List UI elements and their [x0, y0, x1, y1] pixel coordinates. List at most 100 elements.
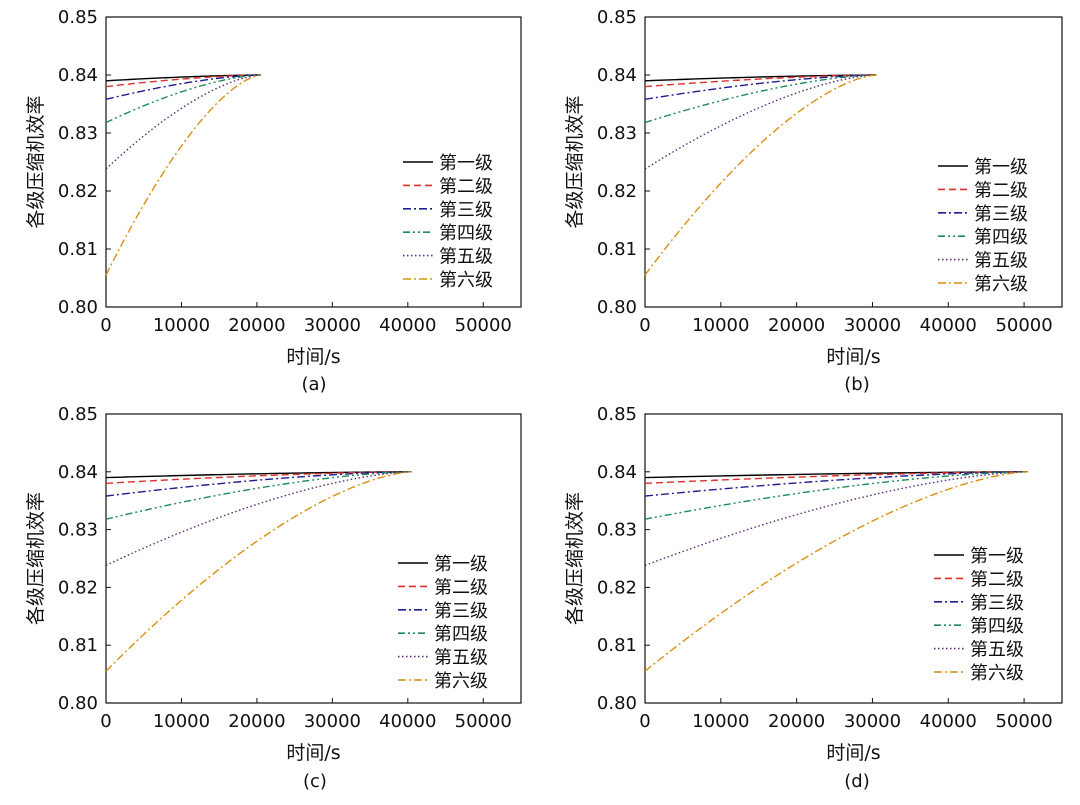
y-tick-label: 0.83: [58, 123, 98, 144]
legend-label: 第三级: [439, 200, 493, 221]
legend-label: 第五级: [439, 247, 493, 268]
x-tick-label: 40000: [379, 315, 436, 336]
y-tick-label: 0.84: [597, 462, 637, 483]
y-tick-label: 0.83: [597, 123, 637, 144]
plot-frame: [644, 413, 1063, 704]
x-tick-label: 10000: [153, 315, 210, 336]
y-tick-label: 0.81: [58, 239, 98, 260]
series-line: [105, 471, 412, 567]
legend-label: 第二级: [974, 180, 1028, 201]
x-tick-label: 20000: [768, 315, 825, 336]
y-tick-label: 0.83: [597, 520, 637, 541]
legend-label: 第四级: [439, 223, 493, 244]
x-tick-label: 50000: [455, 711, 512, 732]
series-line: [105, 74, 261, 124]
y-tick-label: 0.85: [597, 7, 637, 28]
legend-label: 第一级: [439, 153, 493, 174]
plot-frame: [105, 413, 522, 704]
legend-label: 第五级: [434, 648, 488, 669]
series-line: [105, 471, 412, 672]
y-tick-label: 0.85: [597, 404, 637, 425]
legend-label: 第三级: [974, 204, 1028, 225]
y-tick-label: 0.84: [58, 65, 98, 86]
legend-label: 第四级: [970, 616, 1024, 637]
y-axis-label: 各级压缩机效率: [25, 95, 47, 228]
panel-caption: (a): [301, 374, 326, 395]
series-line: [644, 471, 1028, 497]
series-line: [105, 74, 261, 82]
series-line: [105, 471, 412, 497]
chart-panel: 0 10000 20000 30000 40000 50000 0.80 0.81 0.82 0.…: [25, 404, 522, 792]
y-axis-label: 各级压缩机效率: [564, 492, 586, 625]
plot-frame: [105, 16, 522, 308]
series-line: [644, 471, 1028, 567]
x-axis-label: 时间/s: [826, 742, 880, 764]
x-tick-label: 50000: [995, 711, 1052, 732]
series-line: [105, 74, 261, 170]
x-tick-label: 20000: [228, 315, 285, 336]
y-tick-label: 0.81: [597, 239, 637, 260]
x-tick-label: 40000: [920, 711, 977, 732]
y-tick-label: 0.84: [597, 65, 637, 86]
legend-label: 第六级: [970, 663, 1024, 684]
x-axis-label: 时间/s: [286, 742, 340, 764]
series-line: [644, 471, 1028, 520]
y-tick-label: 0.81: [58, 635, 98, 656]
x-tick-label: 20000: [768, 711, 825, 732]
chart-panel: 0 10000 20000 30000 40000 50000 0.80 0.81 0.82 0.…: [25, 7, 522, 395]
x-axis-label: 时间/s: [286, 346, 340, 368]
series-line: [644, 471, 1028, 485]
legend-label: 第五级: [970, 640, 1024, 661]
x-tick-label: 0: [639, 711, 650, 732]
x-tick-label: 10000: [692, 711, 749, 732]
y-tick-label: 0.80: [58, 693, 98, 714]
x-axis-label: 时间/s: [826, 346, 880, 368]
y-tick-label: 0.82: [597, 181, 637, 202]
legend-label: 第一级: [970, 546, 1024, 567]
x-tick-label: 10000: [692, 315, 749, 336]
legend-label: 第二级: [439, 176, 493, 197]
series-line: [105, 74, 261, 88]
x-tick-label: 50000: [995, 315, 1052, 336]
series-line: [644, 471, 1028, 672]
x-tick-label: 30000: [844, 711, 901, 732]
legend-label: 第一级: [434, 554, 488, 575]
panel-caption: (c): [303, 771, 327, 792]
legend-label: 第四级: [974, 227, 1028, 248]
legend-label: 第五级: [974, 251, 1028, 272]
legend-label: 第四级: [434, 624, 488, 645]
y-tick-label: 0.80: [58, 297, 98, 318]
series-line: [644, 74, 877, 124]
x-tick-label: 0: [100, 315, 111, 336]
series-line: [644, 74, 877, 101]
plot-frame: [644, 16, 1063, 308]
series-line: [105, 74, 261, 101]
legend-label: 第二级: [970, 569, 1024, 590]
y-axis-label: 各级压缩机效率: [564, 95, 586, 228]
y-tick-label: 0.81: [597, 635, 637, 656]
chart-panel: 0 10000 20000 30000 40000 50000 0.80 0.81 0.82 0.…: [564, 7, 1063, 395]
series-line: [644, 74, 877, 170]
legend-label: 第三级: [970, 593, 1024, 614]
x-tick-label: 40000: [379, 711, 436, 732]
series-line: [105, 471, 412, 520]
legend-label: 第六级: [974, 274, 1028, 295]
y-tick-label: 0.83: [58, 520, 98, 541]
y-tick-label: 0.82: [58, 181, 98, 202]
x-tick-label: 0: [100, 711, 111, 732]
legend-label: 第六级: [439, 270, 493, 291]
panel-caption: (d): [844, 771, 869, 792]
x-tick-label: 20000: [228, 711, 285, 732]
x-tick-label: 0: [639, 315, 650, 336]
legend-label: 第六级: [434, 671, 488, 692]
x-tick-label: 50000: [455, 315, 512, 336]
legend-label: 第三级: [434, 601, 488, 622]
y-axis-label: 各级压缩机效率: [25, 492, 47, 625]
x-tick-label: 30000: [304, 315, 361, 336]
y-tick-label: 0.84: [58, 462, 98, 483]
legend-label: 第二级: [434, 577, 488, 598]
